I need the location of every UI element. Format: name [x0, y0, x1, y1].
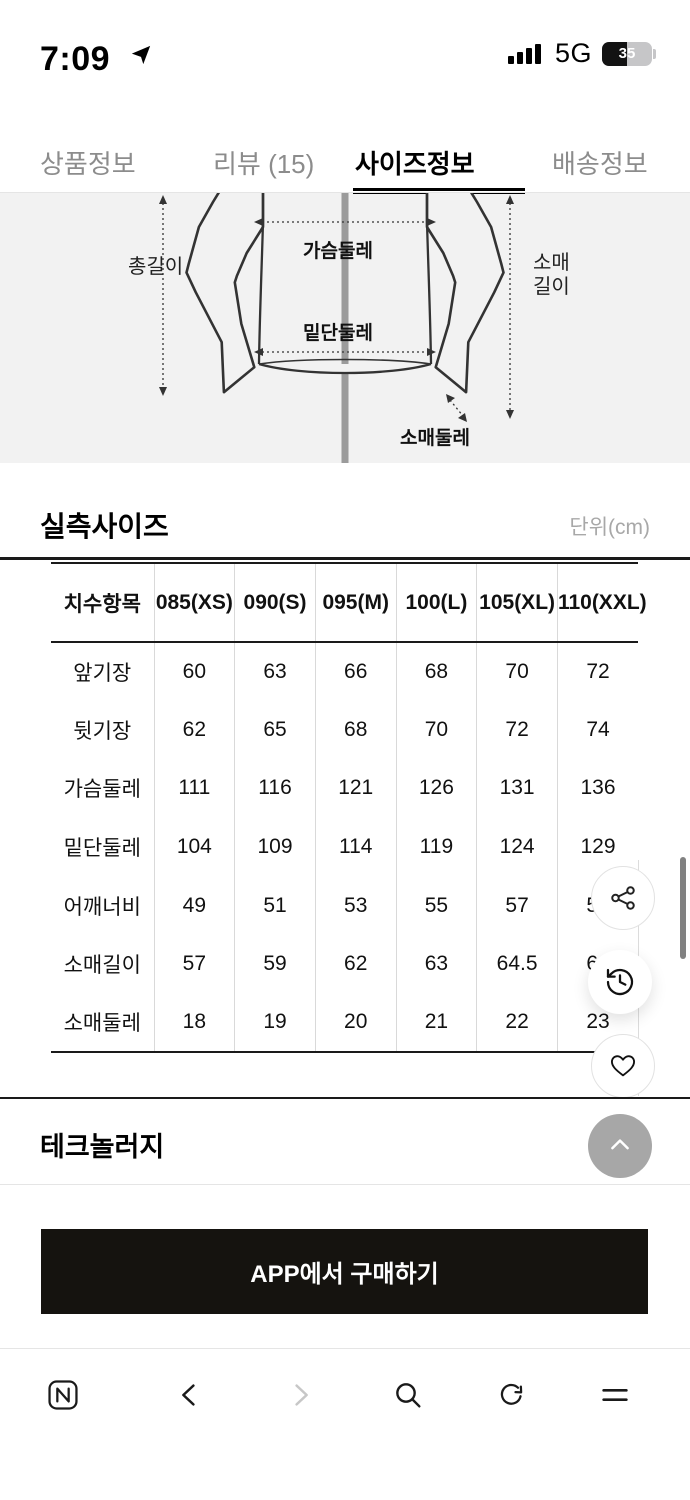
svg-text:길이: 길이: [533, 275, 570, 298]
svg-text:가슴둘레: 가슴둘레: [303, 240, 373, 262]
svg-text:소매: 소매: [533, 251, 570, 274]
svg-text:총길이: 총길이: [128, 255, 183, 278]
svg-text:소매둘레: 소매둘레: [400, 427, 470, 449]
svg-text:밑단둘레: 밑단둘레: [303, 322, 373, 344]
